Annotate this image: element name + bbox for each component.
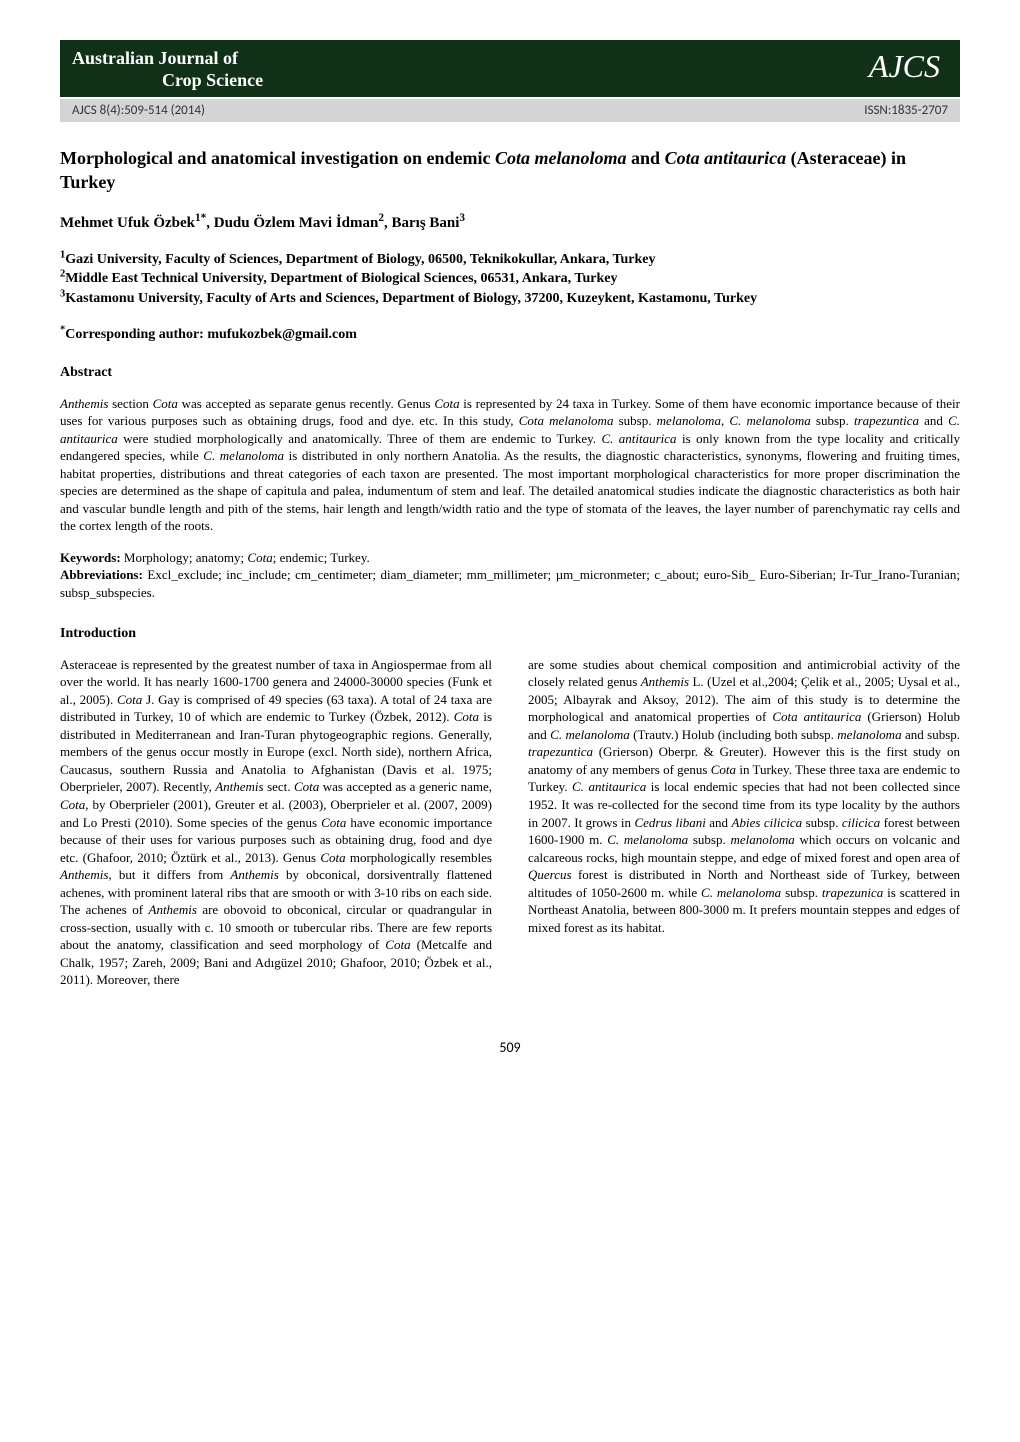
corresponding-author: *Corresponding author: mufukozbek@gmail.… [60,327,960,343]
intro-col-left: Asteraceae is represented by the greates… [60,656,492,989]
abbrev-line: Abbreviations: Excl_exclude; inc_include… [60,566,960,601]
title-part2: and [627,148,665,168]
keywords-label: Keywords: [60,550,121,565]
journal-title-block: Australian Journal of Crop Science [72,48,263,91]
introduction-columns: Asteraceae is represented by the greates… [60,656,960,989]
journal-header-band: Australian Journal of Crop Science AJCS [60,40,960,97]
introduction-heading: Introduction [60,626,960,642]
intro-col-right: are some studies about chemical composit… [528,656,960,989]
corresponding-label: Corresponding author: mufukozbek@gmail.c… [65,327,357,342]
title-part1: Morphological and anatomical investigati… [60,148,495,168]
affiliation-line: 2Middle East Technical University, Depar… [60,269,960,289]
citation-text: AJCS 8(4):509-514 (2014) [72,103,205,118]
affiliations-block: 1Gazi University, Faculty of Sciences, D… [60,250,960,309]
abbrev-text: Excl_exclude; inc_include; cm_centimeter… [60,567,960,600]
keywords-block: Keywords: Morphology; anatomy; Cota; end… [60,549,960,602]
keywords-text: Morphology; anatomy; Cota; endemic; Turk… [121,550,370,565]
journal-title-line2: Crop Science [72,70,263,92]
affiliation-line: 1Gazi University, Faculty of Sciences, D… [60,250,960,270]
issn-text: ISSN:1835-2707 [864,103,948,118]
affiliation-line: 3Kastamonu University, Faculty of Arts a… [60,289,960,309]
page-number: 509 [60,1039,960,1056]
abbrev-label: Abbreviations: [60,567,143,582]
abstract-text: Anthemis section Cota was accepted as se… [60,395,960,535]
keywords-line: Keywords: Morphology; anatomy; Cota; end… [60,549,960,567]
journal-title-line1: Australian Journal of [72,48,263,70]
journal-abbrev: AJCS [869,48,948,85]
page-container: Australian Journal of Crop Science AJCS … [0,0,1020,1096]
title-italic2: Cota antitaurica [665,148,787,168]
title-italic1: Cota melanoloma [495,148,627,168]
abstract-heading: Abstract [60,365,960,381]
authors-line: Mehmet Ufuk Özbek1*, Dudu Özlem Mavi İdm… [60,215,960,232]
citation-band: AJCS 8(4):509-514 (2014) ISSN:1835-2707 [60,99,960,122]
article-title: Morphological and anatomical investigati… [60,146,960,195]
